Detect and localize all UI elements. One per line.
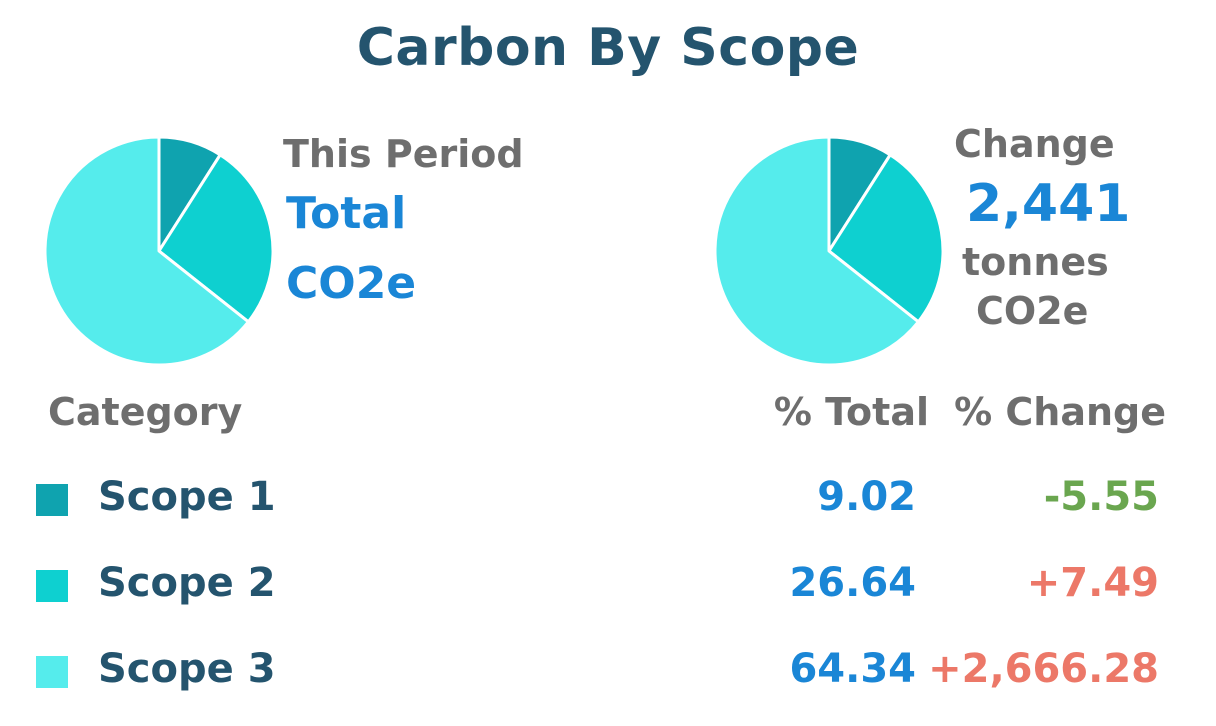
tonnes-label: tonnes — [962, 240, 1109, 284]
legend-swatch-scope-1 — [36, 484, 68, 516]
pie-chart-this-period — [44, 136, 274, 366]
category-header: Category — [48, 390, 243, 434]
row-pct-change: +2,666.28 — [928, 646, 1159, 692]
pie-slice-scope-2 — [157, 153, 274, 324]
row-label: Scope 3 — [98, 646, 276, 692]
this-period-label: This Period — [283, 132, 524, 176]
pct-change-header: % Change — [954, 390, 1166, 434]
total-label: Total — [286, 188, 407, 239]
legend-swatch-scope-3 — [36, 656, 68, 688]
table-row-scope-3: Scope 3 64.34 +2,666.28 — [0, 642, 1216, 702]
row-label: Scope 2 — [98, 560, 276, 606]
pie-slice-scope-3 — [44, 136, 250, 366]
chart-title: Carbon By Scope — [356, 18, 860, 78]
co2e-label: CO2e — [286, 258, 417, 309]
pie-slice-scope-2 — [827, 153, 944, 324]
table-row-scope-1: Scope 1 9.02 -5.55 — [0, 470, 1216, 530]
legend-swatch-scope-2 — [36, 570, 68, 602]
row-label: Scope 1 — [98, 474, 276, 520]
pie-slice-scope-3 — [714, 136, 920, 366]
pct-total-header: % Total — [773, 390, 929, 434]
row-pct-change: -5.55 — [1043, 474, 1159, 520]
table-row-scope-2: Scope 2 26.64 +7.49 — [0, 556, 1216, 616]
row-pct-total: 9.02 — [817, 474, 916, 520]
row-pct-total: 26.64 — [789, 560, 916, 606]
row-pct-total: 64.34 — [789, 646, 916, 692]
pie-chart-change — [714, 136, 944, 366]
row-pct-change: +7.49 — [1026, 560, 1159, 606]
change-label: Change — [954, 122, 1115, 166]
tonnes-co2e-label: CO2e — [976, 289, 1089, 333]
change-value: 2,441 — [966, 174, 1131, 234]
